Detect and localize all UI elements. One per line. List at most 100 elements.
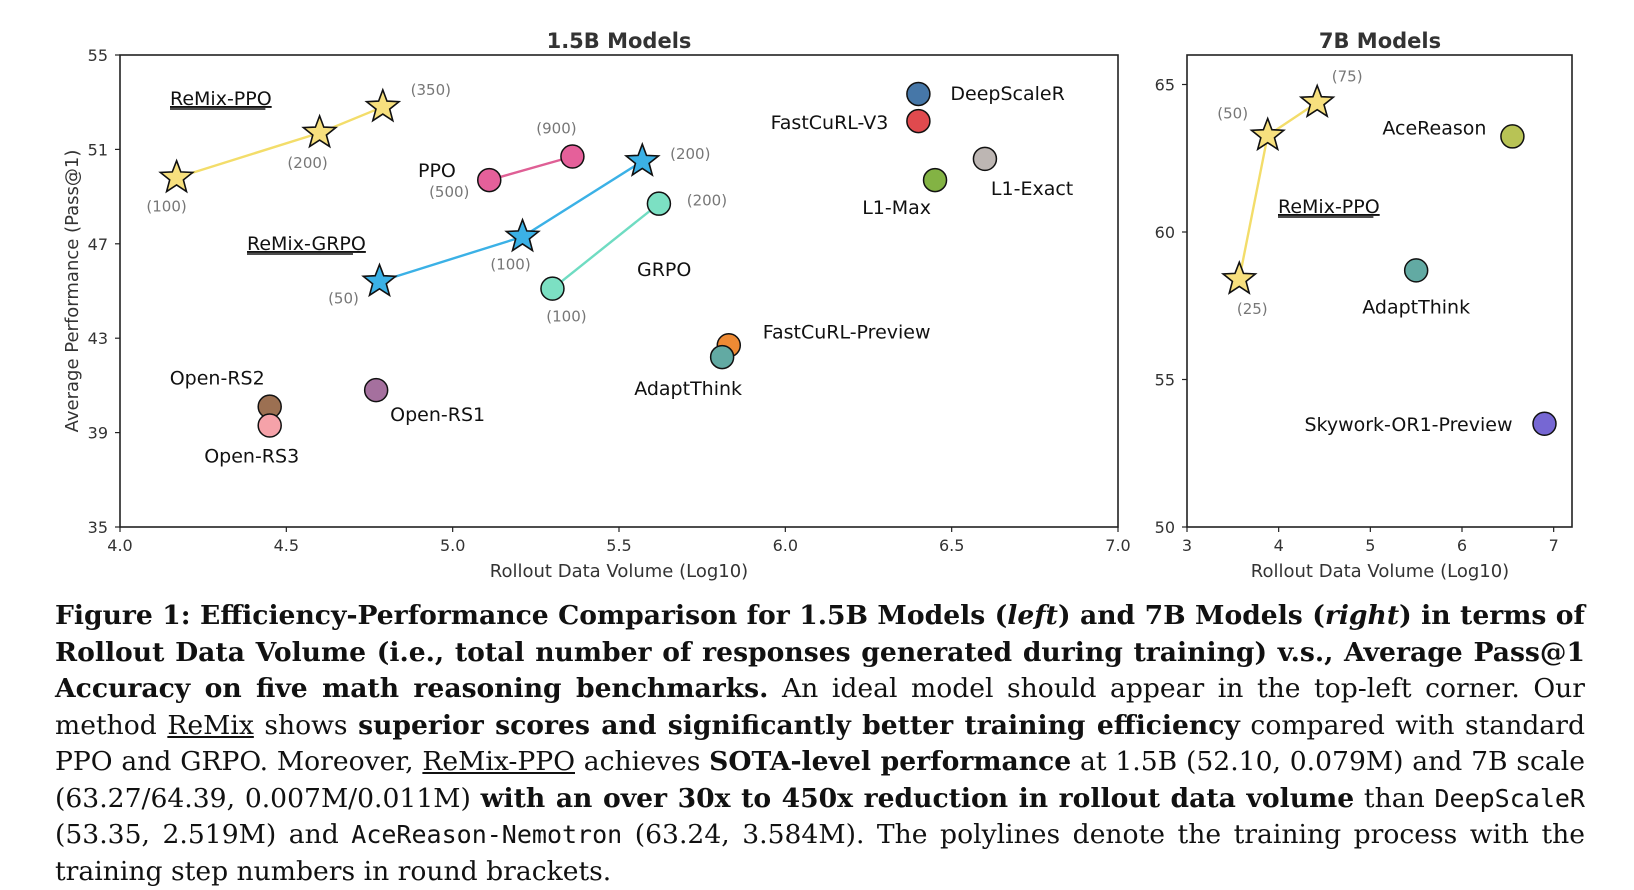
point-remix-grpo-3 [623,141,661,177]
point-remix-grpo-1 [361,262,398,298]
step-label-ppo: (900) [536,119,576,137]
point-acereason [1500,124,1525,149]
point-remix-ppo-2 [1249,116,1286,152]
point-label-adaptthink: AdaptThink [1362,296,1470,318]
point-skywork-or1-preview [1532,411,1557,436]
point-ppo-1 [477,167,502,193]
y-tick-label-1-5b: 35 [88,518,108,537]
y-tick-label-1-5b: 47 [88,235,108,254]
point-label-open-rs1: Open-RS1 [390,404,485,426]
ticks-7b: 3 4 5 6 7 50 55 60 65 [1155,76,1559,556]
point-remix-ppo-1 [158,158,195,194]
point-label-fastcurl-v3: FastCuRL-V3 [771,112,889,134]
step-label-remix-grpo: (100) [490,256,530,274]
point-remix-grpo-2 [504,217,541,253]
point-fastcurl-v3 [906,108,931,134]
point-l1-exact [972,146,998,172]
series-name-remix-grpo: ReMix-GRPO [247,233,366,255]
caption-deepscaler: DeepScaleR [1434,783,1585,813]
point-open-rs1 [363,377,389,403]
step-label-remix-ppo: (100) [146,198,186,216]
series-name-remix-ppo: ReMix-PPO [170,88,272,110]
point-label-adaptthink: AdaptThink [634,378,742,400]
series-name-grpo: GRPO [637,259,691,281]
step-label-grpo: (100) [546,308,586,326]
step-label-remix-grpo: (50) [328,290,359,308]
y-tick-label-7b: 60 [1155,223,1175,242]
step-label-remix-ppo: (50) [1217,105,1248,123]
marks-1-5b [158,81,998,438]
x-tick-label-1-5b: 6.5 [939,536,964,555]
step-label-remix-ppo: (25) [1237,300,1268,318]
caption-remix-ppo: ReMix-PPO [422,746,575,777]
series-line-grpo [551,202,660,290]
x-tick-label-1-5b: 5.0 [440,536,465,555]
step-label-ppo: (500) [429,183,469,201]
x-tick-label-1-5b: 4.5 [274,536,299,555]
point-label-acereason: AceReason [1382,117,1486,139]
step-label-grpo: (200) [687,192,727,210]
x-tick-label-1-5b: 7.0 [1105,536,1130,555]
x-tick-label-7b: 6 [1457,536,1467,555]
point-remix-ppo-2 [301,113,338,149]
x-tick-label-7b: 5 [1365,536,1375,555]
caption-left-word: left [1007,600,1058,631]
series-line-ppo [488,155,573,182]
chart-title-1-5b: 1.5B Models [547,29,692,53]
point-grpo-1 [540,276,565,301]
point-grpo-2 [646,191,672,216]
step-label-remix-ppo: (350) [411,81,451,99]
y-tick-label-1-5b: 39 [88,424,108,443]
plot-frame-7b [1186,54,1573,528]
ticks-1-5b: 4.0 4.5 5.0 5.5 6.0 6.5 7.0 35 39 43 47 51 55 [88,46,1131,555]
point-label-l1-exact: L1-Exact [991,178,1073,200]
x-tick-label-1-5b: 4.0 [107,536,132,555]
point-deepscaler [906,81,931,107]
point-label-l1-max: L1-Max [862,197,931,219]
x-tick-label-7b: 3 [1182,536,1192,555]
point-adaptthink [1403,258,1429,283]
point-label-skywork-or1-preview: Skywork-OR1-Preview [1304,414,1512,436]
point-label-open-rs2: Open-RS2 [170,368,265,390]
point-remix-ppo-1 [1220,259,1258,295]
x-tick-label-1-5b: 5.5 [606,536,631,555]
y-tick-label-1-5b: 55 [88,46,108,65]
series-line-remix-ppo [176,105,384,179]
chart-title-7b: 7B Models [1319,29,1441,53]
step-label-remix-ppo: (200) [287,154,327,172]
point-ppo-2 [560,144,585,169]
step-label-remix-ppo: (75) [1332,67,1363,85]
figure: 1.5B Models Rollout Data Volume (Log10) … [62,29,1573,582]
y-tick-label-7b: 55 [1155,371,1175,390]
caption-remix: ReMix [167,709,254,741]
y-tick-label-7b: 65 [1155,76,1175,95]
x-axis-label-7b: Rollout Data Volume (Log10) [1251,561,1509,582]
point-remix-ppo-3 [364,87,402,123]
labels-7b: (25) (50) (75) ReMix-PPO AceReason AdaptThink… [1217,67,1512,435]
series-line-remix-ppo [1238,101,1318,280]
point-open-rs3 [257,413,282,438]
polylines-1-5b [176,105,660,290]
caption-right-word: right [1324,600,1400,631]
panel-7b: 7B Models Rollout Data Volume (Log10) 3 4… [1155,29,1573,582]
x-tick-label-7b: 4 [1274,536,1284,555]
y-axis-label-1-5b: Average Performance (Pass@1) [62,150,83,433]
y-tick-label-1-5b: 51 [88,140,108,159]
x-tick-label-7b: 7 [1549,536,1559,555]
point-label-deepscaler: DeepScaleR [950,83,1064,105]
caption-acereason: AceReason-Nemotron [351,820,623,849]
point-remix-ppo-3 [1298,83,1336,119]
y-tick-label-1-5b: 43 [88,329,108,348]
x-tick-label-1-5b: 6.0 [773,536,798,555]
polylines-7b [1238,101,1318,280]
series-name-ppo: PPO [418,160,456,182]
marks-7b [1220,83,1557,436]
series-name-remix-ppo: ReMix-PPO [1278,196,1380,218]
x-axis-label-1-5b: Rollout Data Volume (Log10) [490,561,748,582]
figure-caption: Figure 1: Efficiency-Performance Compari… [55,600,1586,887]
caption-bold-lead: Figure 1: Efficiency-Performance Compari… [55,600,1585,704]
panel-1-5b: 1.5B Models Rollout Data Volume (Log10) … [62,29,1131,582]
labels-1-5b: (100) (200) (350) ReMix-PPO (50) (100) (200) Re… [146,81,1073,468]
point-l1-max [922,167,948,193]
point-label-open-rs3: Open-RS3 [204,446,299,468]
